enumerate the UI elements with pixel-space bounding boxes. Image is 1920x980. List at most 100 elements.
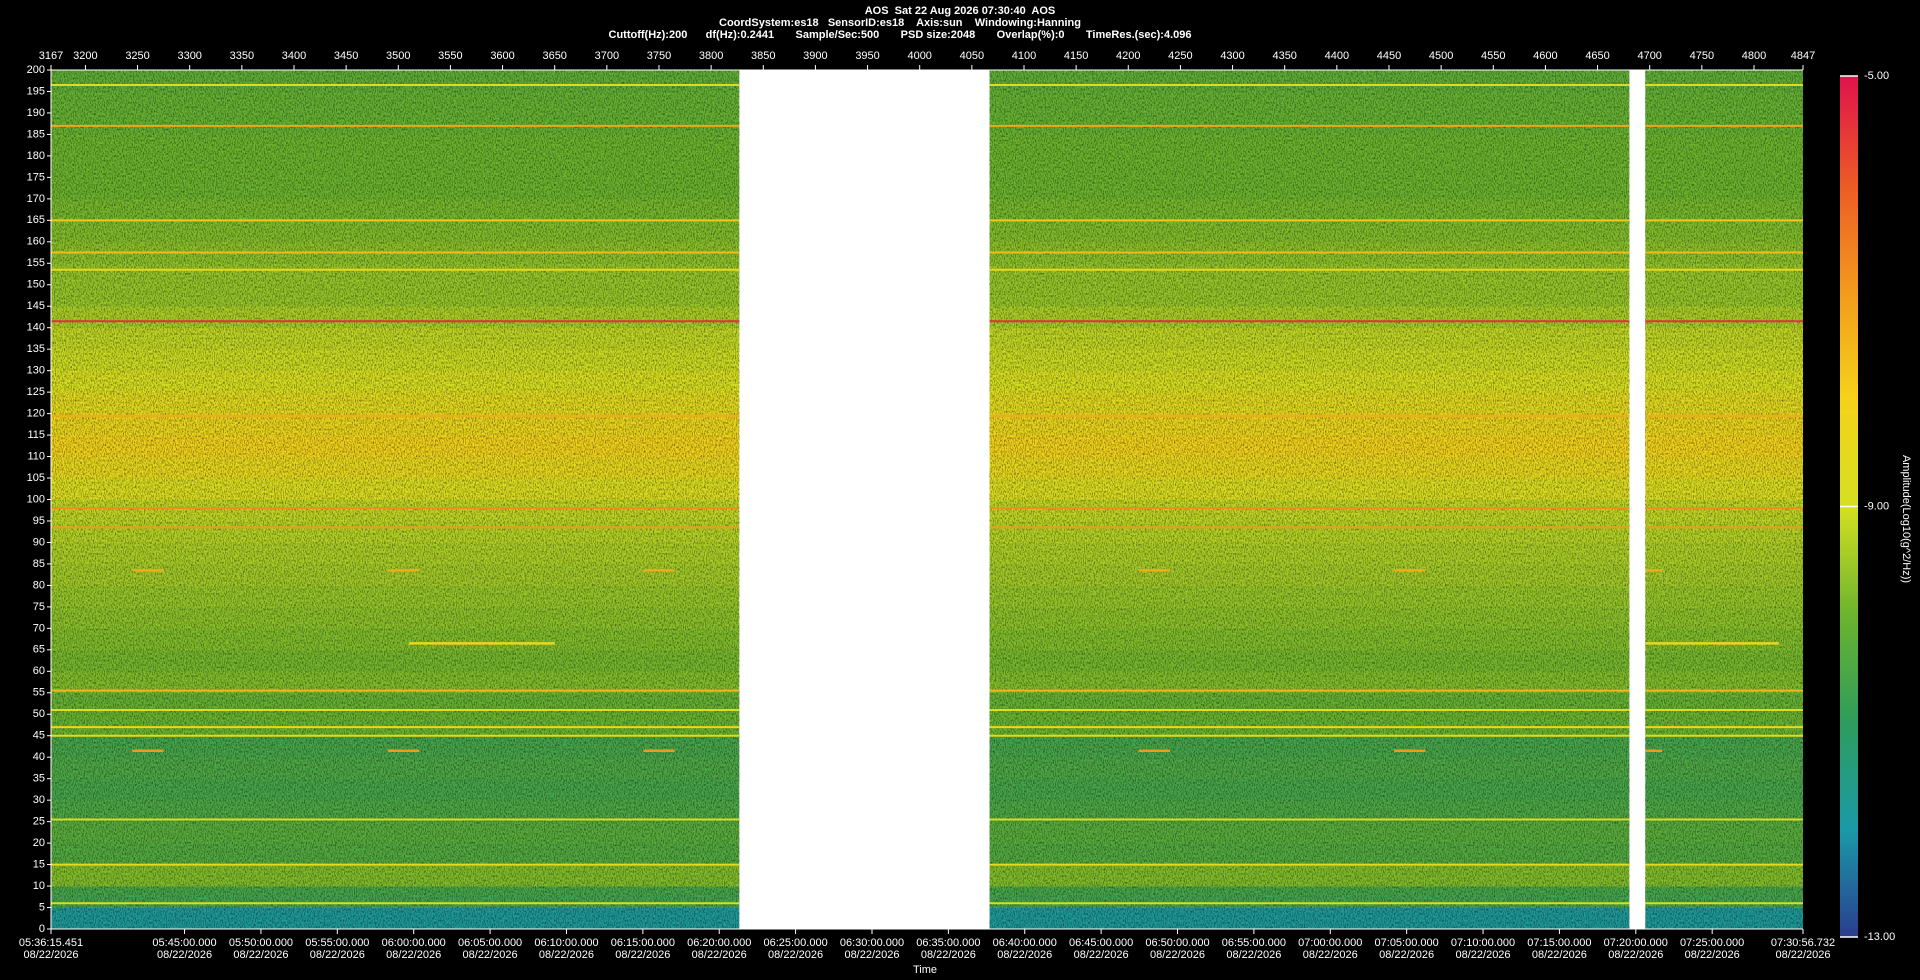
info-line: Cuttoff(Hz):200 df(Hz):0.2441 Sample/Sec… — [609, 29, 1192, 41]
top-tick-label: 3500 — [386, 50, 410, 62]
y-tick-label: 90 — [33, 536, 45, 548]
x-axis-label: Time — [913, 964, 937, 976]
x-tick-label: 07:20:00.000 08/22/2026 — [1603, 937, 1668, 961]
x-tick-label: 05:36:15.451 08/22/2026 — [18, 937, 84, 961]
y-tick-label: 195 — [27, 85, 45, 97]
x-tick-label: 05:45:00.000 08/22/2026 — [152, 937, 217, 961]
top-tick-label: 3550 — [438, 50, 462, 62]
y-tick-label: 60 — [33, 665, 45, 677]
top-tick-label: 3900 — [803, 50, 827, 62]
y-tick-label: 40 — [33, 751, 45, 763]
x-tick-label: 07:25:00.000 08/22/2026 — [1680, 937, 1745, 961]
top-tick-label: 3700 — [595, 50, 619, 62]
top-tick-label: 4847 — [1791, 50, 1815, 62]
y-tick-label: 100 — [27, 493, 45, 505]
y-tick-label: 115 — [27, 429, 45, 441]
y-tick-label: 25 — [33, 816, 45, 828]
x-tick-label: 06:05:00.000 08/22/2026 — [457, 937, 523, 961]
top-tick-label: 3250 — [125, 50, 149, 62]
y-tick-label: 185 — [27, 128, 45, 140]
y-tick-label: 70 — [33, 622, 45, 634]
top-tick-label: 4300 — [1220, 50, 1244, 62]
x-tick-label: 07:30:56.732 08/22/2026 — [1770, 937, 1836, 961]
colorbar-tick-label: -13.00 — [1864, 931, 1895, 943]
top-tick-label: 4700 — [1637, 50, 1661, 62]
top-tick-label: 4800 — [1742, 50, 1766, 62]
x-tick-label: 06:10:00.000 08/22/2026 — [534, 937, 599, 961]
top-tick-label: 4600 — [1533, 50, 1557, 62]
y-tick-label: 120 — [27, 408, 45, 420]
y-tick-label: 110 — [27, 450, 45, 462]
y-tick-label: 145 — [27, 300, 45, 312]
top-tick-label: 3400 — [282, 50, 306, 62]
y-tick-label: 135 — [27, 343, 45, 355]
top-tick-label: 4500 — [1429, 50, 1453, 62]
y-tick-label: 140 — [27, 322, 45, 334]
y-tick-label: 200 — [27, 64, 45, 76]
heatmap — [51, 70, 1803, 930]
top-tick-label: 3800 — [699, 50, 723, 62]
x-tick-label: 05:50:00.000 08/22/2026 — [228, 937, 294, 961]
top-tick-label: 4150 — [1064, 50, 1088, 62]
top-tick-label: 4100 — [1012, 50, 1036, 62]
y-tick-label: 5 — [39, 901, 45, 913]
y-tick-label: 15 — [33, 858, 45, 870]
y-tick-label: 125 — [27, 386, 45, 398]
top-tick-label: 4000 — [907, 50, 931, 62]
y-tick-label: 165 — [27, 214, 45, 226]
y-tick-label: 180 — [27, 150, 45, 162]
top-tick-label: 4550 — [1481, 50, 1505, 62]
top-tick-label: 4200 — [1116, 50, 1140, 62]
top-tick-label: 4250 — [1168, 50, 1192, 62]
top-tick-label: 4050 — [960, 50, 984, 62]
x-tick-label: 06:15:00.000 08/22/2026 — [610, 937, 675, 961]
top-tick-label: 4450 — [1377, 50, 1401, 62]
x-tick-label: 07:10:00.000 08/22/2026 — [1450, 937, 1516, 961]
x-tick-label: 06:35:00.000 08/22/2026 — [916, 937, 981, 961]
y-tick-label: 155 — [27, 257, 45, 269]
top-tick-label: 3850 — [751, 50, 775, 62]
y-tick-label: 150 — [27, 279, 45, 291]
x-tick-label: 07:15:00.000 08/22/2026 — [1527, 937, 1592, 961]
y-tick-label: 35 — [33, 773, 45, 785]
top-tick-label: 4350 — [1272, 50, 1296, 62]
x-tick-label: 07:00:00.000 08/22/2026 — [1298, 937, 1363, 961]
noise-texture — [989, 70, 1630, 929]
y-tick-label: 20 — [33, 837, 45, 849]
y-tick-label: 55 — [33, 687, 45, 699]
y-tick-label: 160 — [27, 236, 45, 248]
y-tick-label: 0 — [39, 923, 45, 935]
top-tick-label: 3167 — [39, 50, 63, 62]
noise-texture — [1645, 70, 1803, 929]
x-tick-label: 07:05:00.000 08/22/2026 — [1374, 937, 1439, 961]
x-tick-label: 05:55:00.000 08/22/2026 — [305, 937, 370, 961]
colorbar-tick-label: -9.00 — [1864, 500, 1889, 512]
x-tick-label: 06:20:00.000 08/22/2026 — [687, 937, 752, 961]
colorbar-label: Amplitude(Log10(g^2/Hz)) — [1900, 455, 1912, 583]
x-tick-label: 06:40:00.000 08/22/2026 — [992, 937, 1057, 961]
top-tick-label: 4650 — [1585, 50, 1609, 62]
x-tick-label: 06:45:00.000 08/22/2026 — [1069, 937, 1134, 961]
colorbar-tick-label: -5.00 — [1864, 70, 1889, 82]
top-tick-label: 4400 — [1325, 50, 1349, 62]
top-tick-label: 3950 — [855, 50, 879, 62]
top-tick-label: 3350 — [230, 50, 254, 62]
y-tick-label: 175 — [27, 171, 45, 183]
y-tick-label: 85 — [33, 558, 45, 570]
x-tick-label: 06:30:00.000 08/22/2026 — [839, 937, 905, 961]
y-tick-label: 75 — [33, 601, 45, 613]
y-tick-label: 45 — [33, 730, 45, 742]
top-tick-label: 3600 — [490, 50, 514, 62]
y-tick-label: 170 — [27, 193, 45, 205]
x-tick-label: 06:00:00.000 08/22/2026 — [381, 937, 446, 961]
y-tick-label: 80 — [33, 579, 45, 591]
x-tick-label: 06:55:00.000 08/22/2026 — [1221, 937, 1287, 961]
top-tick-label: 3200 — [73, 50, 97, 62]
y-tick-label: 105 — [27, 472, 45, 484]
top-tick-label: 3300 — [177, 50, 201, 62]
x-tick-label: 06:50:00.000 08/22/2026 — [1145, 937, 1210, 961]
y-tick-label: 30 — [33, 794, 45, 806]
chart-title: AOS Sat 22 Aug 2026 07:30:40 AOS — [865, 5, 1056, 17]
